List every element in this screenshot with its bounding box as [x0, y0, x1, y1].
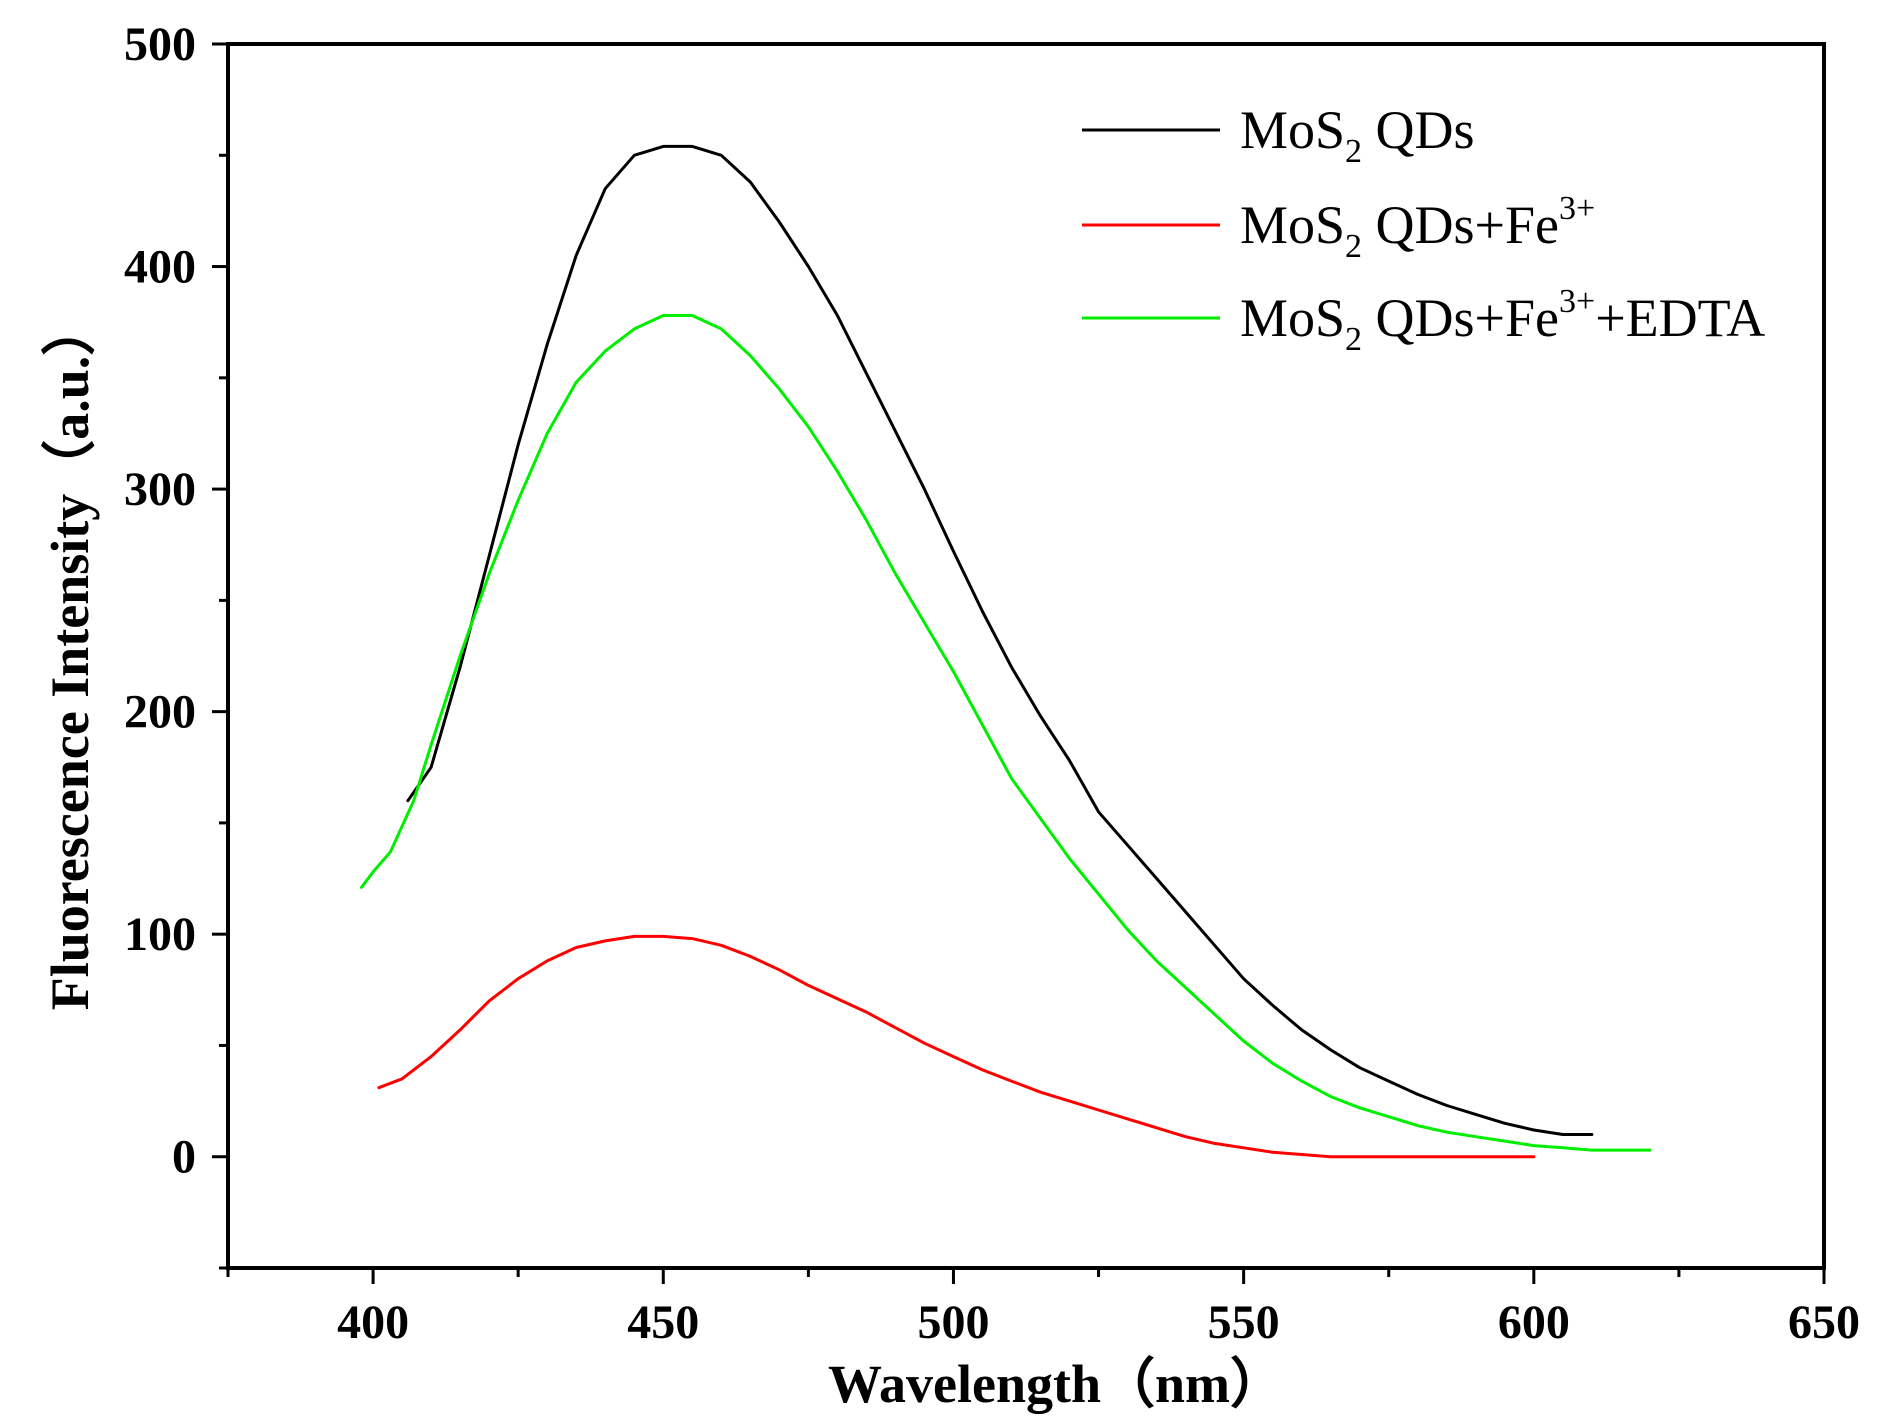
x-tick-label: 550: [1208, 1296, 1280, 1349]
y-tick-label: 100: [124, 908, 196, 961]
y-axis-title: Fluorescence Intensity（a.u.）: [40, 302, 100, 1010]
x-tick-label: 600: [1498, 1296, 1570, 1349]
legend: MoS2 QDs MoS2 QDs+Fe3+ MoS2 QDs+Fe3++EDTA: [1082, 100, 1765, 358]
series-line-2: [377, 934, 1536, 1159]
x-tick-label: 400: [337, 1296, 409, 1349]
x-tick-label: 650: [1788, 1296, 1860, 1349]
legend-item-1: MoS2 QDs: [1082, 100, 1475, 170]
x-tick-label: 450: [627, 1296, 699, 1349]
legend-label: MoS2 QDs+Fe3++EDTA: [1240, 283, 1765, 358]
y-tick-label: 300: [124, 463, 196, 516]
x-axis-title: Wavelength（nm）: [828, 1354, 1284, 1414]
y-tick-label: 500: [124, 18, 196, 71]
ticklabel-layer: 400 450 500 550 600 650 0 100 200 300 400 500: [124, 18, 1860, 1349]
series-layer: [360, 144, 1652, 1159]
series-line-1: [406, 144, 1594, 1136]
y-tick-label: 200: [124, 686, 196, 739]
legend-item-2: MoS2 QDs+Fe3+: [1082, 190, 1595, 265]
legend-label: MoS2 QDs: [1240, 100, 1475, 170]
x-tick-label: 500: [917, 1296, 989, 1349]
plot-frame: [226, 42, 1826, 1270]
series-line-3: [360, 314, 1652, 1152]
y-tick-label: 400: [124, 241, 196, 294]
ticks-layer: [212, 42, 1826, 1284]
y-tick-label: 0: [172, 1131, 196, 1184]
legend-item-3: MoS2 QDs+Fe3++EDTA: [1082, 283, 1765, 358]
legend-label: MoS2 QDs+Fe3+: [1240, 190, 1595, 265]
